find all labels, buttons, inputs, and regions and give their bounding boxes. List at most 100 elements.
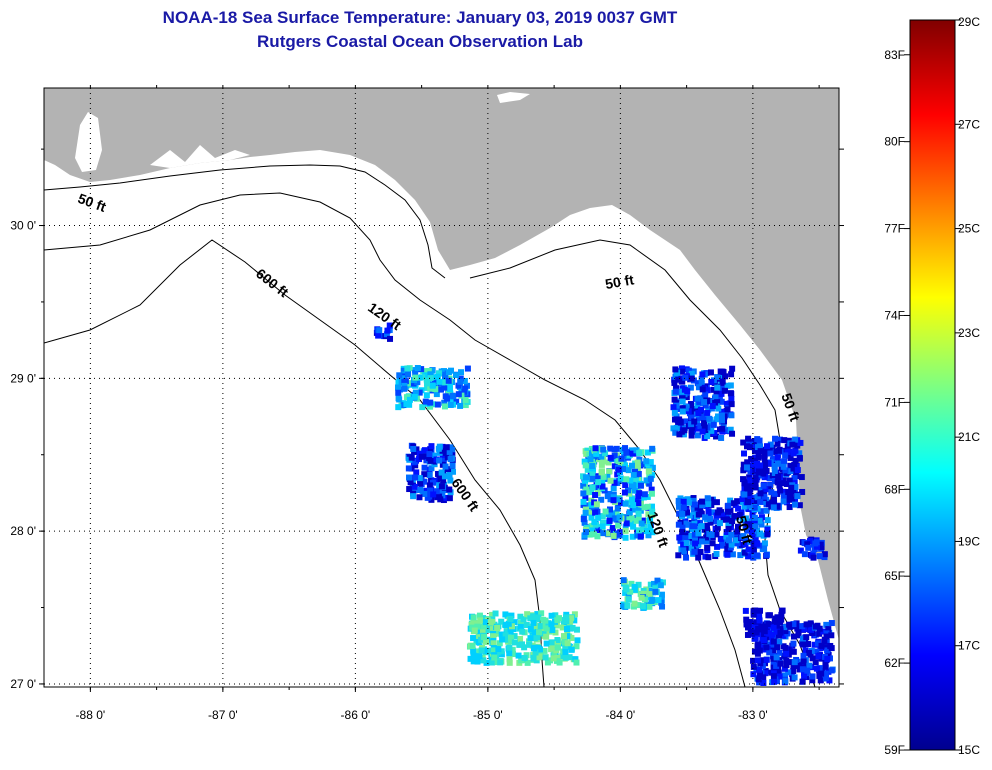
sst-pixel [823,644,830,651]
sst-pixel [592,445,599,452]
sst-pixel [592,509,599,516]
sst-pixel [743,484,750,491]
sst-pixel [679,395,686,402]
sst-pixel [506,650,513,657]
sst-pixel [725,537,732,544]
sst-pixel [477,617,484,624]
sst-pixel [598,453,605,460]
sst-pixel [615,531,622,538]
sst-pixel [780,492,787,499]
sst-pixel [469,643,476,650]
sst-pixel [772,435,779,442]
sst-pixel [720,512,727,519]
sst-pixel [457,378,464,385]
sst-pixel [800,641,807,648]
sst-pixel [786,504,793,511]
sst-pixel [759,657,766,664]
contour-label: 50 ft [733,514,756,546]
sst-pixel [436,457,443,464]
sst-pixel [684,388,691,395]
sst-pixel [410,380,417,387]
colorbar-f-label: 71F [884,395,905,409]
sst-pixel [716,520,723,527]
sst-pixel [755,676,762,683]
sst-pixel [498,631,505,638]
lat-tick-label: 28 0' [10,524,36,538]
sst-pixel [714,543,721,550]
sst-pixel [580,490,587,497]
sst-pixel [718,408,725,415]
sst-pixel [447,401,454,408]
sst-pixel [630,472,637,479]
sst-pixel [725,541,732,548]
colorbar-c-label: 29C [958,15,980,29]
sst-pixel [492,610,499,617]
sst-pixel [649,508,656,515]
sst-pixel [635,500,642,507]
sst-pixel [584,466,591,473]
sst-pixel [720,516,727,523]
sst-pixel [711,430,718,437]
sst-pixel [622,523,629,530]
sst-pixel [770,624,777,631]
sst-pixel [689,409,696,416]
sst-pixel [526,641,533,648]
sst-pixel [602,450,609,457]
sst-pixel [599,478,606,485]
sst-pixel [602,508,609,515]
sst-pixel [527,635,534,642]
sst-pixel [767,450,774,457]
colorbar-f-label: 77F [884,222,905,236]
sst-pixel [573,643,580,650]
sst-pixel [745,546,752,553]
sst-pixel [491,654,498,661]
sst-pixel [722,427,729,434]
sst-pixel [706,530,713,537]
sst-pixel [524,611,531,618]
sst-pixel [558,640,565,647]
sst-pixel [691,418,698,425]
sst-pixel [598,469,605,476]
sst-pixel [807,620,814,627]
sst-pixel [470,649,477,656]
sst-pixel [773,662,780,669]
sst-pixel [467,655,474,662]
sst-pixel [610,497,617,504]
sst-pixel [770,638,777,645]
sst-pixel [478,647,485,654]
sst-pixel [727,382,734,389]
sst-pixel [719,378,726,385]
sst-pixel [580,515,587,522]
sst-pixel [622,482,629,489]
sst-pixel [760,679,767,686]
sst-pixel [554,636,561,643]
sst-pixel [447,367,454,374]
sst-pixel [724,516,731,523]
sst-pixel [411,393,418,400]
sst-pixel [441,399,448,406]
sst-pixel [823,621,830,628]
sst-pixel [490,640,497,647]
sst-pixel [552,612,559,619]
sst-pixel [770,504,777,511]
sst-pixel [718,398,725,405]
sst-pixel [506,644,513,651]
sst-pixel [696,399,703,406]
sst-pixel [618,455,625,462]
sst-pixel [748,498,755,505]
sst-pixel [806,662,813,669]
sst-pixel [543,633,550,640]
sst-pixel [750,554,757,561]
sst-pixel [563,614,570,621]
sst-pixel [499,636,506,643]
sst-pixel [530,616,537,623]
sst-pixel [530,619,537,626]
sst-pixel [825,626,832,633]
sst-pixel [757,498,764,505]
sst-pixel [552,629,559,636]
sst-pixel [730,500,737,507]
sst-pixel [643,458,650,465]
sst-pixel [790,487,797,494]
sst-pixel [787,468,794,475]
